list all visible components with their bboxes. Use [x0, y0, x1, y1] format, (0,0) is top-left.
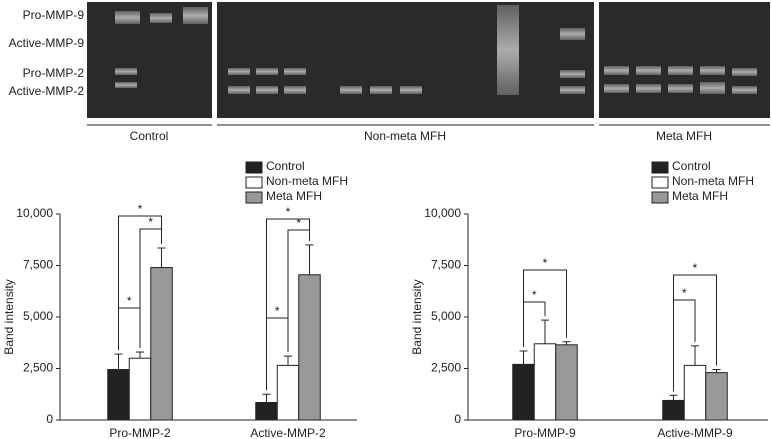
legend-swatch — [651, 191, 669, 204]
bar — [533, 343, 557, 421]
y-tick-label: 0 — [454, 412, 461, 426]
bar — [512, 363, 535, 421]
y-tick-label: 10,000 — [16, 206, 53, 220]
legend-label: Control — [672, 159, 711, 173]
y-tick-label: 10,000 — [424, 206, 461, 220]
significance-bracket — [673, 274, 717, 392]
bar — [150, 267, 173, 421]
x-tick-label: Pro-MMP-9 — [514, 426, 576, 439]
bar — [298, 274, 321, 421]
significance-label: * — [532, 288, 537, 302]
gel-image — [87, 2, 770, 118]
band-label: Active-MMP-2 — [9, 84, 85, 98]
significance-label: * — [148, 215, 153, 229]
bar — [107, 369, 130, 421]
significance-label: * — [138, 202, 143, 216]
y-tick-label: 2,500 — [23, 361, 53, 375]
significance-bracket — [523, 269, 567, 347]
significance-label: * — [275, 304, 280, 318]
significance-bracket — [523, 301, 546, 347]
y-tick-label: 7,500 — [431, 258, 461, 272]
legend-label: Meta MFH — [266, 189, 322, 203]
legend-swatch — [245, 161, 263, 174]
significance-label: * — [296, 216, 301, 230]
y-tick-label: 5,000 — [431, 309, 461, 323]
y-tick-label: 2,500 — [431, 361, 461, 375]
y-tick-label: 0 — [46, 412, 53, 426]
bar — [276, 364, 300, 421]
band-label: Active-MMP-9 — [9, 36, 85, 50]
y-axis-label: Band intensity — [2, 279, 16, 354]
significance-label: * — [127, 294, 132, 308]
significance-bracket — [266, 218, 310, 391]
bar — [705, 372, 728, 421]
y-tick-label: 7,500 — [23, 258, 53, 272]
legend-label: Non-meta MFH — [672, 174, 754, 188]
x-tick-label: Active-MMP-2 — [250, 426, 326, 439]
bar — [683, 364, 707, 421]
y-tick-label: 5,000 — [23, 309, 53, 323]
bar — [255, 401, 278, 421]
legend-label: Non-meta MFH — [266, 174, 348, 188]
group-label: Non-meta MFH — [364, 129, 446, 143]
significance-label: * — [543, 256, 548, 270]
legend-swatch — [245, 176, 263, 189]
significance-bracket — [118, 307, 141, 351]
bar — [128, 357, 152, 421]
legend-label: Control — [266, 159, 305, 173]
legend-swatch — [651, 161, 669, 174]
legend-swatch — [651, 176, 669, 189]
significance-bracket — [118, 215, 162, 351]
legend-swatch — [245, 191, 263, 204]
group-label: Control — [130, 129, 169, 143]
x-tick-label: Active-MMP-9 — [657, 426, 733, 439]
x-tick-label: Pro-MMP-2 — [109, 426, 171, 439]
group-label: Meta MFH — [656, 129, 712, 143]
bar — [555, 344, 578, 421]
bar — [662, 399, 685, 421]
legend-label: Meta MFH — [672, 189, 728, 203]
significance-label: * — [693, 261, 698, 275]
significance-label: * — [682, 286, 687, 300]
significance-label: * — [286, 205, 291, 219]
y-axis-label: Band intensity — [410, 279, 424, 354]
band-label: Pro-MMP-2 — [23, 66, 85, 80]
band-label: Pro-MMP-9 — [23, 8, 85, 22]
